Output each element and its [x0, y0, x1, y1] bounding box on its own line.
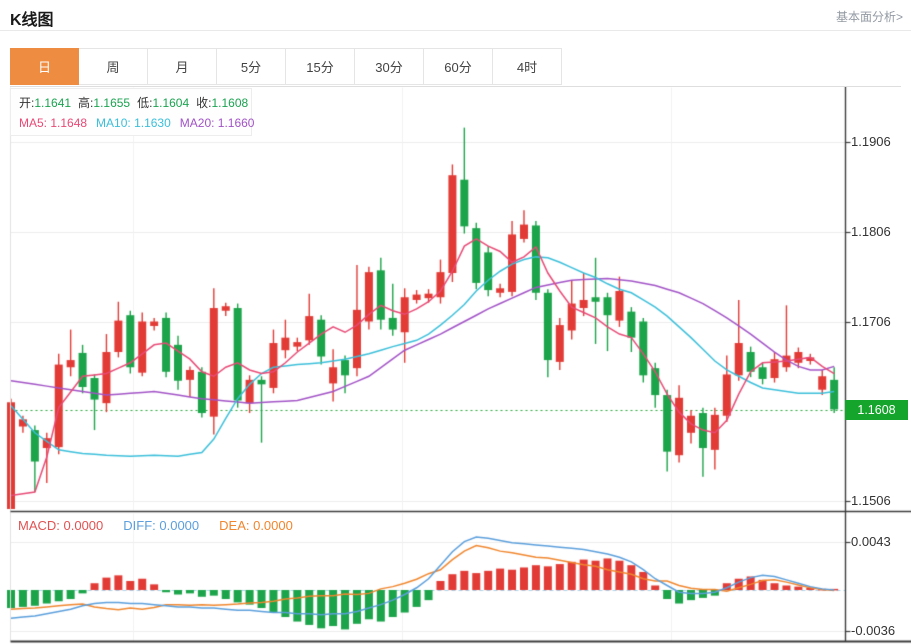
ohlc-item-label: 收: — [196, 96, 212, 110]
tab-period-4[interactable]: 15分 — [286, 48, 355, 85]
ohlc-item-value: 1.1655 — [93, 96, 131, 110]
tab-period-1[interactable]: 周 — [79, 48, 148, 85]
ohlc-item-2: 低:1.1604 — [137, 96, 189, 110]
macd-tick-0: 0.0043 — [851, 534, 891, 549]
macd-legend-item-0: MACD: 0.0000 — [18, 518, 104, 533]
macd-tick-1: -0.0036 — [851, 623, 896, 638]
period-tabbar: 日周月 5分 15分 30分 60分 4时 — [10, 48, 901, 87]
ohlc-item-value: 1.1604 — [152, 96, 190, 110]
current-price-badge: 1.1608 — [845, 400, 908, 420]
ohlc-item-label: 开: — [19, 96, 35, 110]
title-divider — [0, 30, 911, 31]
macd-legend-item-1: DIFF: 0.0000 — [123, 518, 200, 533]
tab-period-3[interactable]: 5分 — [217, 48, 286, 85]
page-title: K线图 — [10, 12, 54, 29]
tab-period-0[interactable]: 日 — [10, 48, 79, 85]
price-tick-2: 1.1706 — [851, 314, 891, 329]
ma-legend-item-0: MA5: 1.1648 — [19, 116, 88, 130]
ma-legend-item-2: MA20: 1.1660 — [179, 116, 255, 130]
ohlc-item-label: 低: — [137, 96, 153, 110]
ohlc-legend-box: 开:1.1641 高:1.1655 低:1.1604 收:1.1608 MA5: 1.… — [10, 88, 255, 136]
macd-legend-row: MACD: 0.0000 DIFF: 0.0000 DEA: 0.0000 — [18, 518, 313, 533]
tab-period-6[interactable]: 60分 — [424, 48, 493, 85]
ohlc-item-1: 高:1.1655 — [78, 96, 130, 110]
tab-period-7[interactable]: 4时 — [493, 48, 562, 85]
ohlc-item-0: 开:1.1641 — [19, 96, 71, 110]
fundamental-analysis-link[interactable]: 基本面分析> — [835, 10, 903, 24]
macd-legend-item-2: DEA: 0.0000 — [219, 518, 293, 533]
tab-period-5[interactable]: 30分 — [355, 48, 424, 85]
price-tick-3: 1.1506 — [851, 493, 891, 508]
tab-period-2[interactable]: 月 — [148, 48, 217, 85]
price-tick-1: 1.1806 — [851, 224, 891, 239]
ohlc-item-value: 1.1641 — [34, 96, 72, 110]
ma-legend-row: MA5: 1.1648 MA10: 1.1630 MA20: 1.1660 — [19, 116, 263, 130]
price-tick-0: 1.1906 — [851, 134, 891, 149]
ohlc-item-label: 高: — [78, 96, 94, 110]
ma-legend-item-1: MA10: 1.1630 — [96, 116, 171, 130]
ohlc-item-value: 1.1608 — [211, 96, 249, 110]
ohlc-legend-row: 开:1.1641 高:1.1655 低:1.1604 收:1.1608 — [19, 94, 255, 111]
ohlc-item-3: 收:1.1608 — [196, 96, 248, 110]
